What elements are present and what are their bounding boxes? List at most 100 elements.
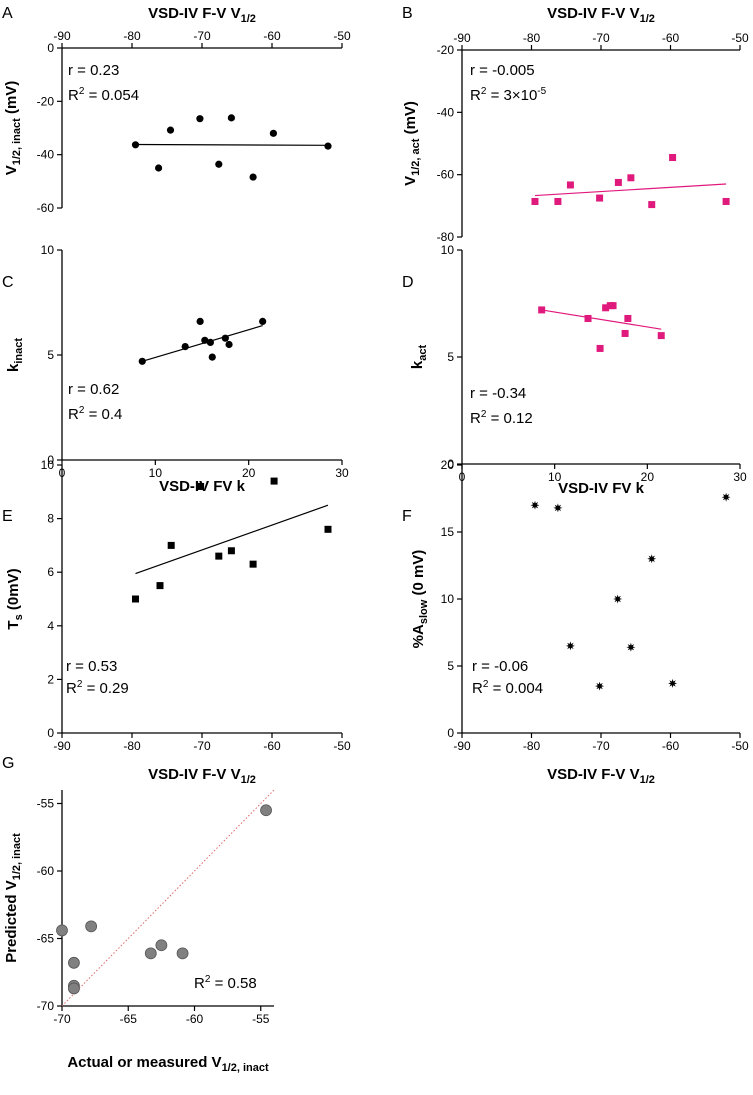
- x-tick-label: 30: [335, 466, 349, 480]
- x-tick-label: -50: [731, 31, 749, 45]
- stat-r2: R2 = 0.004: [472, 679, 543, 697]
- data-point: [56, 924, 68, 937]
- y-axis-title: V1/2, act (mV): [402, 101, 422, 186]
- x-tick-label: -90: [453, 739, 471, 753]
- data-point: [131, 141, 140, 149]
- y-tick-label: 0: [447, 457, 454, 471]
- data-point: [132, 595, 139, 603]
- identity-line: [61, 789, 275, 1007]
- y-tick-label: 0: [47, 453, 54, 467]
- data-point: [621, 329, 629, 337]
- data-point: [614, 178, 622, 186]
- y-tick-label: 0: [447, 726, 454, 740]
- y-tick-label: 10: [41, 458, 55, 472]
- regression-line: [135, 143, 329, 146]
- x-tick-label: -60: [662, 739, 680, 753]
- y-axis-title: V1/2, inact (mV): [3, 81, 23, 176]
- regression-line: [541, 309, 662, 330]
- stat-r: r = -0.005: [470, 62, 535, 79]
- y-tick-label: 8: [47, 512, 54, 526]
- data-point: [215, 552, 223, 560]
- data-point: [176, 947, 189, 960]
- x-tick-label: -50: [333, 739, 351, 753]
- data-point: [721, 492, 731, 502]
- data-point: [565, 641, 575, 651]
- stat-r: r = 0.53: [66, 658, 117, 675]
- y-tick-label: -80: [437, 230, 455, 244]
- data-point: [613, 594, 623, 604]
- data-point: [155, 939, 168, 952]
- data-point: [181, 343, 189, 351]
- x-axis-title: VSD-IV F-V V1/2: [547, 5, 655, 25]
- x-tick-label: -90: [453, 31, 471, 45]
- data-point: [595, 681, 605, 691]
- y-tick-label: -20: [437, 43, 455, 57]
- data-point: [227, 114, 235, 122]
- x-tick-label: -80: [523, 739, 541, 753]
- y-tick-label: 10: [441, 592, 455, 606]
- y-axis-title: Ts (0mV): [5, 568, 25, 629]
- data-point: [538, 306, 546, 314]
- data-point: [668, 678, 678, 688]
- x-tick-label: 20: [641, 470, 655, 484]
- panel-g: G -70 -65 -60 -55 -55 -60 -65 -70 Actual or measu…: [2, 755, 275, 1074]
- x-tick-label: -70: [53, 1012, 71, 1026]
- y-tick-label: -60: [37, 864, 55, 878]
- x-tick-label: -70: [193, 29, 211, 43]
- data-point: [225, 340, 233, 349]
- x-tick-label: -80: [123, 739, 141, 753]
- x-tick-label: -70: [592, 31, 610, 45]
- stat-r2: R2 = 0.054: [68, 86, 139, 104]
- x-tick-label: -80: [523, 31, 541, 45]
- y-axis-title: kact: [409, 345, 429, 370]
- panel-a: A -90 -80 -70 -60 -50 0 -20 -40 -60 VSD-IV F-V V1/…: [2, 5, 351, 215]
- data-point: [624, 314, 632, 322]
- x-tick-label: 10: [548, 470, 562, 484]
- data-point: [722, 197, 730, 205]
- data-point: [584, 314, 592, 322]
- panel-label-a: A: [2, 5, 13, 22]
- y-tick-label: 2: [47, 672, 54, 686]
- panel-label-f: F: [402, 508, 412, 525]
- data-point: [554, 197, 562, 205]
- data-point: [138, 357, 146, 365]
- data-point: [269, 129, 277, 137]
- data-point: [68, 956, 80, 969]
- x-tick-label: -60: [263, 739, 281, 753]
- x-axis-title: Actual or measured V1/2, inact: [67, 1054, 269, 1074]
- x-axis-title: VSD-IV F-V V1/2: [148, 5, 256, 25]
- data-point: [270, 477, 278, 485]
- y-tick-label: 5: [447, 659, 454, 673]
- panel-b: B -90 -80 -70 -60 -50 -20 -40 -60 -80 VSD-IV F-V V…: [402, 5, 749, 244]
- panel-label-c: C: [2, 274, 14, 291]
- data-point: [197, 482, 205, 490]
- data-point: [196, 115, 204, 123]
- x-tick-label: 10: [149, 466, 163, 480]
- x-tick-label: -60: [662, 31, 680, 45]
- x-tick-label: -80: [123, 29, 141, 43]
- data-point: [167, 541, 175, 549]
- data-point: [553, 503, 563, 513]
- data-point: [602, 304, 610, 312]
- y-tick-label: 5: [47, 348, 54, 362]
- y-tick-label: 5: [447, 350, 454, 364]
- data-point: [85, 920, 98, 933]
- data-point: [144, 947, 157, 960]
- data-point: [324, 525, 332, 533]
- x-tick-label: -65: [120, 1012, 138, 1026]
- data-point: [166, 126, 175, 134]
- regression-line: [534, 183, 727, 197]
- y-tick-label: 0: [47, 41, 54, 55]
- x-axis-title: VSD-IV F-V V1/2: [148, 766, 256, 786]
- data-point: [596, 344, 604, 352]
- x-tick-label: -90: [53, 739, 71, 753]
- data-point: [156, 582, 164, 590]
- data-point: [206, 338, 214, 346]
- panel-f: F -90 -80 -70 -60 -50 20 15 10 5 0 VSD-IV F-V V1/2%…: [402, 458, 749, 786]
- data-point: [596, 194, 604, 202]
- data-point: [626, 642, 636, 652]
- data-point: [324, 142, 332, 150]
